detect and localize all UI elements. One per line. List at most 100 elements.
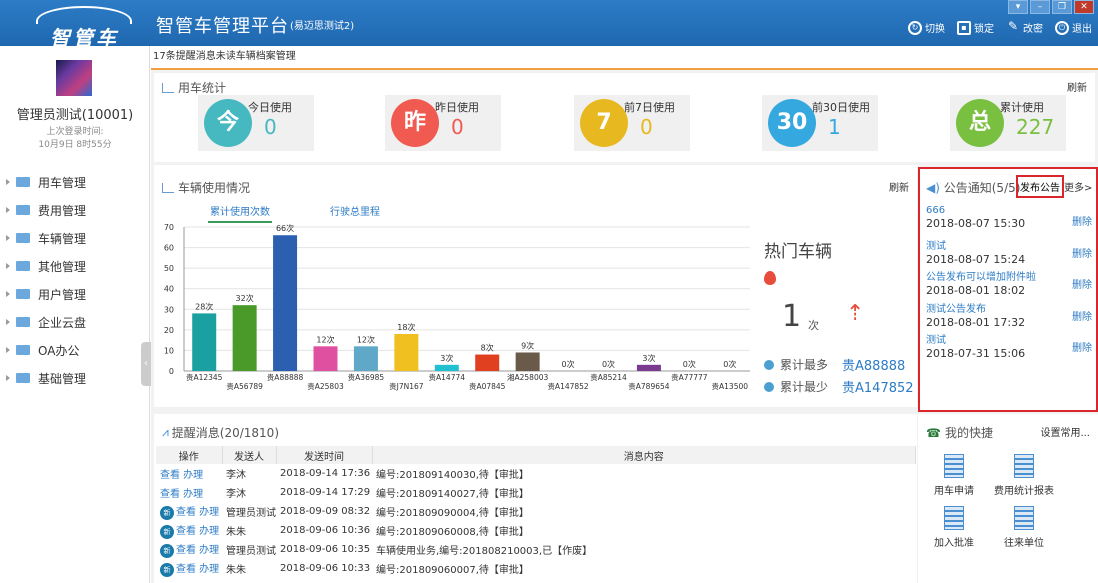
document-icon — [1014, 454, 1034, 478]
marquee-bar[interactable]: 17条提醒消息未读车辆档案管理 — [151, 46, 1098, 70]
nav-item-basic[interactable]: 基础管理 — [6, 364, 146, 392]
table-row: 新查看 办理 管理员测试 2018-09-06 10:35 车辆使用业务,编号:201… — [156, 540, 916, 559]
tab-usage-count[interactable]: 累计使用次数 — [208, 203, 272, 223]
notice-item-title[interactable]: 测试公告发布 — [926, 304, 986, 315]
logout-button[interactable]: ⏻ 退出 — [1055, 20, 1092, 35]
document-icon — [944, 454, 964, 478]
delete-notice-button[interactable]: 删除 — [1072, 249, 1092, 260]
avatar[interactable] — [56, 60, 92, 96]
sidebar-collapse-handle[interactable]: ‹ — [141, 342, 151, 386]
most-plate-link[interactable]: 贵A88888 — [842, 359, 906, 374]
least-label: 累计最少 — [780, 380, 829, 394]
notice-item-date: 2018-08-01 17:32 — [926, 316, 1026, 329]
stat-label: 累计使用 — [1000, 101, 1044, 114]
view-link[interactable]: 查看 — [176, 545, 196, 556]
notice-item-title[interactable]: 666 — [926, 205, 946, 216]
stat-label: 今日使用 — [248, 101, 292, 114]
phone-icon: ☎ — [926, 425, 941, 440]
nav-item-label: 用户管理 — [38, 287, 87, 302]
quick-partners[interactable]: 往来单位 — [994, 506, 1054, 549]
content-cell: 车辆使用业务,编号:201808210003,已【作废】 — [376, 546, 593, 557]
stat-value: 227 — [1016, 115, 1055, 139]
dropdown-window-button[interactable]: ▾ — [1008, 0, 1028, 14]
notice-item-date: 2018-08-07 15:30 — [926, 217, 1026, 230]
new-badge-icon: 新 — [160, 544, 174, 558]
hot-title: 热门车辆 — [764, 242, 832, 262]
table-row: 新查看 办理 朱朱 2018-09-06 10:36 编号:201809060008,… — [156, 521, 916, 540]
nav-item-cloud-disk[interactable]: 企业云盘 — [6, 308, 146, 336]
minimize-window-button[interactable]: – — [1030, 0, 1050, 14]
folder-icon — [16, 289, 30, 299]
user-name: 管理员测试(10001) — [16, 108, 134, 123]
least-plate-link[interactable]: 贵A147852 — [842, 381, 914, 396]
data-label: 8次 — [481, 343, 494, 353]
quick-links-panel: ☎ 我的快捷 设置常用... 用车申请 费用统计报表 加入批准 往来单位 — [918, 414, 1098, 583]
x-tick-label: 贵A88888 — [267, 372, 304, 382]
delete-notice-button[interactable]: 删除 — [1072, 217, 1092, 228]
hot-vehicles: 热门车辆 1 次 ⇡ 累计最多 贵A88888 累计最少 贵A147852 — [764, 237, 914, 396]
notice-item-title[interactable]: 测试 — [926, 241, 946, 252]
data-label: 0次 — [602, 359, 615, 369]
handle-link[interactable]: 办理 — [196, 545, 220, 556]
notice-item: 测试 2018-08-07 15:24 删除 — [926, 237, 1094, 269]
chart-icon — [162, 82, 174, 93]
quick-vehicle-apply[interactable]: 用车申请 — [924, 454, 984, 497]
handle-link[interactable]: 办理 — [196, 564, 220, 575]
lock-button[interactable]: ▪ 锁定 — [957, 20, 994, 35]
table-row: 查看 办理 李沐 2018-09-14 17:29 编号:201809140027,待… — [156, 483, 916, 502]
quick-add-approval[interactable]: 加入批准 — [924, 506, 984, 549]
expand-arrow-icon — [6, 347, 10, 353]
nav-item-users[interactable]: 用户管理 — [6, 280, 146, 308]
delete-notice-button[interactable]: 删除 — [1072, 312, 1092, 323]
action-cell: 新查看 办理 — [156, 559, 222, 578]
handle-link[interactable]: 办理 — [196, 526, 220, 537]
delete-notice-button[interactable]: 删除 — [1072, 280, 1092, 291]
view-link[interactable]: 查看 — [176, 526, 196, 537]
view-link[interactable]: 查看 — [176, 564, 196, 575]
chart-bar — [313, 346, 338, 371]
handle-link[interactable]: 办理 — [180, 489, 204, 500]
quick-item-label: 往来单位 — [1004, 538, 1044, 549]
quick-settings-link[interactable]: 设置常用... — [1040, 428, 1090, 439]
time-cell: 2018-09-06 10:33 — [280, 563, 371, 574]
table-row: 新查看 办理 管理员测试 2018-09-09 08:32 编号:2018090900… — [156, 502, 916, 521]
nav-item-expense[interactable]: 费用管理 — [6, 196, 146, 224]
handle-link[interactable]: 办理 — [196, 507, 220, 518]
chart-bar — [273, 235, 298, 371]
col-header-content: 消息内容 — [372, 446, 916, 464]
view-link[interactable]: 查看 — [160, 489, 180, 500]
switch-button[interactable]: ↻ 切换 — [908, 20, 945, 35]
expand-arrow-icon — [6, 207, 10, 213]
panel-title: 用车统计 — [162, 79, 226, 96]
quick-expense-report[interactable]: 费用统计报表 — [974, 454, 1074, 497]
usage-refresh-button[interactable]: 刷新 — [889, 183, 909, 194]
logout-label: 退出 — [1072, 24, 1092, 35]
y-tick-label: 20 — [164, 326, 174, 335]
delete-notice-button[interactable]: 删除 — [1072, 343, 1092, 354]
close-window-button[interactable]: ✕ — [1074, 0, 1094, 14]
tab-total-mileage[interactable]: 行驶总里程 — [330, 207, 380, 218]
more-notices-link[interactable]: 更多> — [1064, 183, 1093, 194]
handle-link[interactable]: 办理 — [180, 470, 204, 481]
nav-item-vehicles[interactable]: 车辆管理 — [6, 224, 146, 252]
pencil-icon: ✎ — [1007, 18, 1019, 33]
change-password-button[interactable]: ✎ 改密 — [1006, 18, 1043, 36]
view-link[interactable]: 查看 — [160, 470, 180, 481]
expand-arrow-icon — [6, 291, 10, 297]
publish-notice-button[interactable]: 发布公告 — [1016, 175, 1064, 198]
restore-window-button[interactable]: ❐ — [1052, 0, 1072, 14]
folder-icon — [16, 345, 30, 355]
stats-refresh-button[interactable]: 刷新 — [1067, 83, 1087, 94]
nav-item-vehicle-use[interactable]: 用车管理 — [6, 168, 146, 196]
fire-icon — [764, 271, 776, 285]
view-link[interactable]: 查看 — [176, 507, 196, 518]
notice-item-title[interactable]: 公告发布可以增加附件啦 — [926, 272, 1036, 283]
x-tick-label: 贵A789654 — [628, 381, 669, 391]
check-icon — [764, 381, 774, 392]
notice-item-title[interactable]: 测试 — [926, 335, 946, 346]
data-label: 32次 — [236, 293, 254, 303]
nav-item-oa[interactable]: OA办公 — [6, 336, 146, 364]
nav-item-other[interactable]: 其他管理 — [6, 252, 146, 280]
logo: 智管车 — [36, 6, 136, 50]
